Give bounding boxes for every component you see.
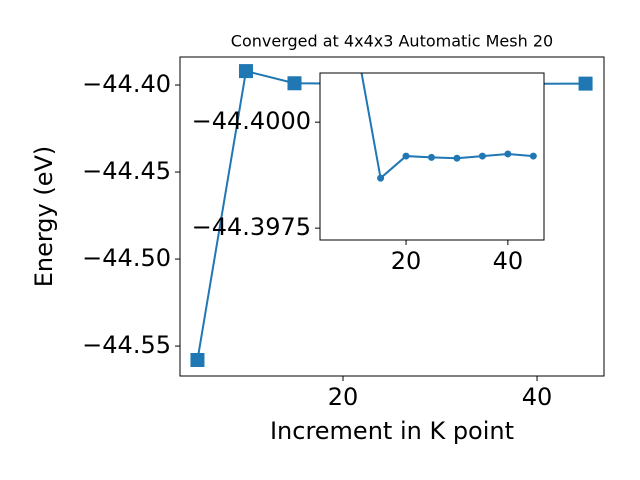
x-axis-label: Increment in K point <box>270 417 514 445</box>
marker <box>377 174 385 182</box>
y-tick-label: −44.40 <box>82 70 171 98</box>
marker <box>402 152 410 160</box>
x-tick-label: 20 <box>391 247 422 275</box>
axes-frame <box>319 72 545 241</box>
chart-title: Converged at 4x4x3 Automatic Mesh 20 <box>231 32 553 51</box>
marker <box>504 150 512 158</box>
x-tick-label: 40 <box>493 247 524 275</box>
marker <box>578 76 593 91</box>
y-axis-label: Energy (eV) <box>30 146 58 288</box>
marker <box>453 154 461 162</box>
marker <box>478 152 486 160</box>
marker <box>287 76 302 91</box>
y-tick-label: −44.45 <box>82 157 171 185</box>
marker <box>427 153 435 161</box>
series <box>360 73 537 182</box>
x-tick-label: 40 <box>522 383 553 411</box>
marker <box>238 64 253 79</box>
x-tick-label: 20 <box>328 383 359 411</box>
y-tick-label: −44.55 <box>82 331 171 359</box>
marker <box>190 352 205 367</box>
y-tick-label: −44.50 <box>82 244 171 272</box>
marker <box>529 152 537 160</box>
axes-frame <box>179 56 605 377</box>
y-tick-label: −44.4000 <box>192 107 311 135</box>
y-tick-label: −44.3975 <box>192 213 311 241</box>
line <box>360 73 534 181</box>
